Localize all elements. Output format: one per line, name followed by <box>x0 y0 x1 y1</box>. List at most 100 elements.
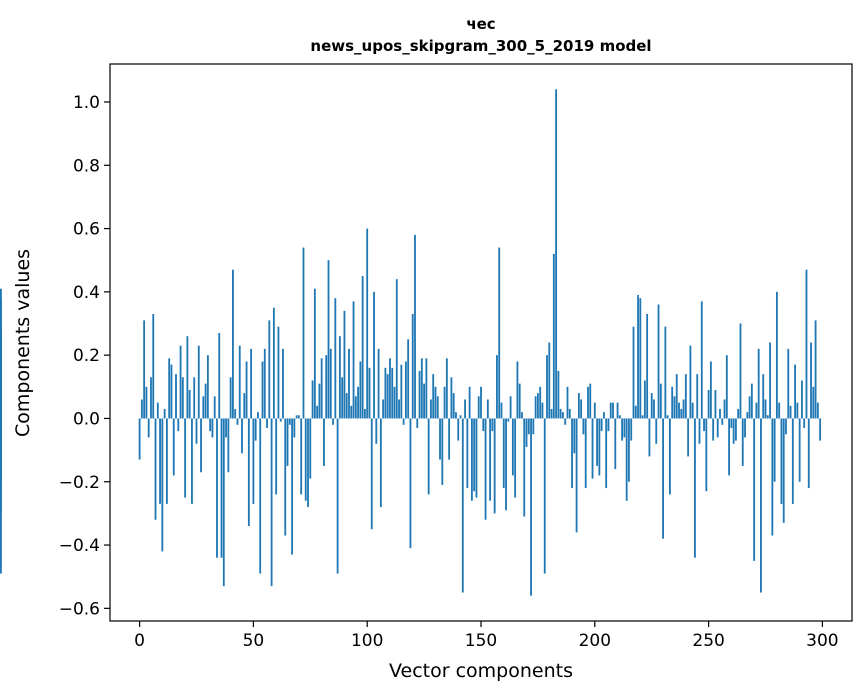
bar <box>238 345 241 419</box>
bar <box>263 348 266 419</box>
bar <box>277 326 280 419</box>
bar <box>398 399 400 419</box>
bar <box>637 295 639 419</box>
bar <box>206 355 209 419</box>
bar <box>643 380 646 419</box>
bar <box>377 348 380 419</box>
bar <box>348 348 350 419</box>
bar <box>757 348 760 419</box>
bar <box>193 377 196 419</box>
bar <box>425 358 428 419</box>
bar <box>165 418 168 504</box>
bar <box>764 399 767 419</box>
bar <box>562 412 564 419</box>
chart-subtitle: news_upos_skipgram_300_5_2019 model <box>310 37 651 55</box>
bar <box>766 415 769 419</box>
bar <box>140 399 143 419</box>
bar <box>473 418 476 492</box>
bar <box>156 402 159 419</box>
bar <box>548 342 551 419</box>
bar <box>657 304 660 419</box>
bar <box>468 386 471 419</box>
bar <box>186 336 189 419</box>
bar <box>450 377 453 419</box>
bar <box>400 364 403 419</box>
bar <box>746 412 749 419</box>
bar <box>630 418 633 441</box>
bar <box>607 418 610 432</box>
bar <box>459 415 462 419</box>
x-tick-label: 50 <box>243 631 265 651</box>
bar <box>325 355 328 419</box>
bar <box>496 355 498 419</box>
bar <box>477 396 480 419</box>
bar <box>475 418 478 498</box>
bar <box>694 418 696 558</box>
bar <box>639 298 642 419</box>
bar <box>259 418 262 574</box>
y-tick-label: −0.6 <box>59 599 100 619</box>
bar <box>191 418 193 504</box>
bar <box>666 415 669 419</box>
bar <box>814 320 817 419</box>
bar <box>252 418 255 504</box>
bar <box>796 402 799 419</box>
bar <box>257 412 259 419</box>
bar <box>555 89 558 419</box>
bar <box>525 418 528 447</box>
bar <box>698 418 701 444</box>
bar <box>655 418 658 444</box>
bar <box>805 269 808 419</box>
bar <box>703 418 705 432</box>
bar <box>753 418 756 561</box>
bar <box>725 355 728 419</box>
bar <box>343 310 346 419</box>
bar <box>669 418 671 495</box>
bar <box>577 393 580 419</box>
bar <box>696 374 699 419</box>
bar <box>220 418 223 558</box>
bar <box>181 377 184 419</box>
bar <box>430 399 432 419</box>
bar <box>200 418 202 473</box>
bar <box>357 386 359 419</box>
bar <box>739 323 742 419</box>
bar <box>755 402 758 419</box>
x-tick-label: 150 <box>465 631 497 651</box>
bar <box>411 314 414 419</box>
bar <box>798 418 801 482</box>
bar <box>732 418 735 444</box>
bar <box>741 418 744 466</box>
bar <box>500 402 503 419</box>
bar <box>404 361 407 419</box>
bar <box>687 418 690 457</box>
bar <box>705 418 708 492</box>
bar <box>222 418 225 587</box>
bar <box>816 402 819 419</box>
y-tick-label: 0.6 <box>73 220 100 240</box>
bar <box>489 418 492 501</box>
bar <box>373 291 375 419</box>
bar <box>546 355 548 419</box>
bar <box>591 418 594 479</box>
bar <box>145 386 148 419</box>
y-tick-label: 0.4 <box>73 283 100 303</box>
bar <box>179 345 182 419</box>
bar <box>541 402 544 419</box>
y-tick-label: 0.0 <box>73 409 100 429</box>
bar <box>213 396 216 419</box>
bar <box>707 389 710 419</box>
bar <box>143 320 146 419</box>
bar <box>345 393 348 419</box>
bar <box>216 418 218 558</box>
bar <box>163 408 166 419</box>
bar <box>550 408 553 419</box>
bar <box>298 415 300 419</box>
bar <box>204 383 207 419</box>
bar <box>486 399 489 419</box>
bar <box>518 383 521 419</box>
bar <box>623 418 626 438</box>
bar <box>587 386 589 419</box>
bar <box>791 418 794 504</box>
bar <box>573 418 576 454</box>
